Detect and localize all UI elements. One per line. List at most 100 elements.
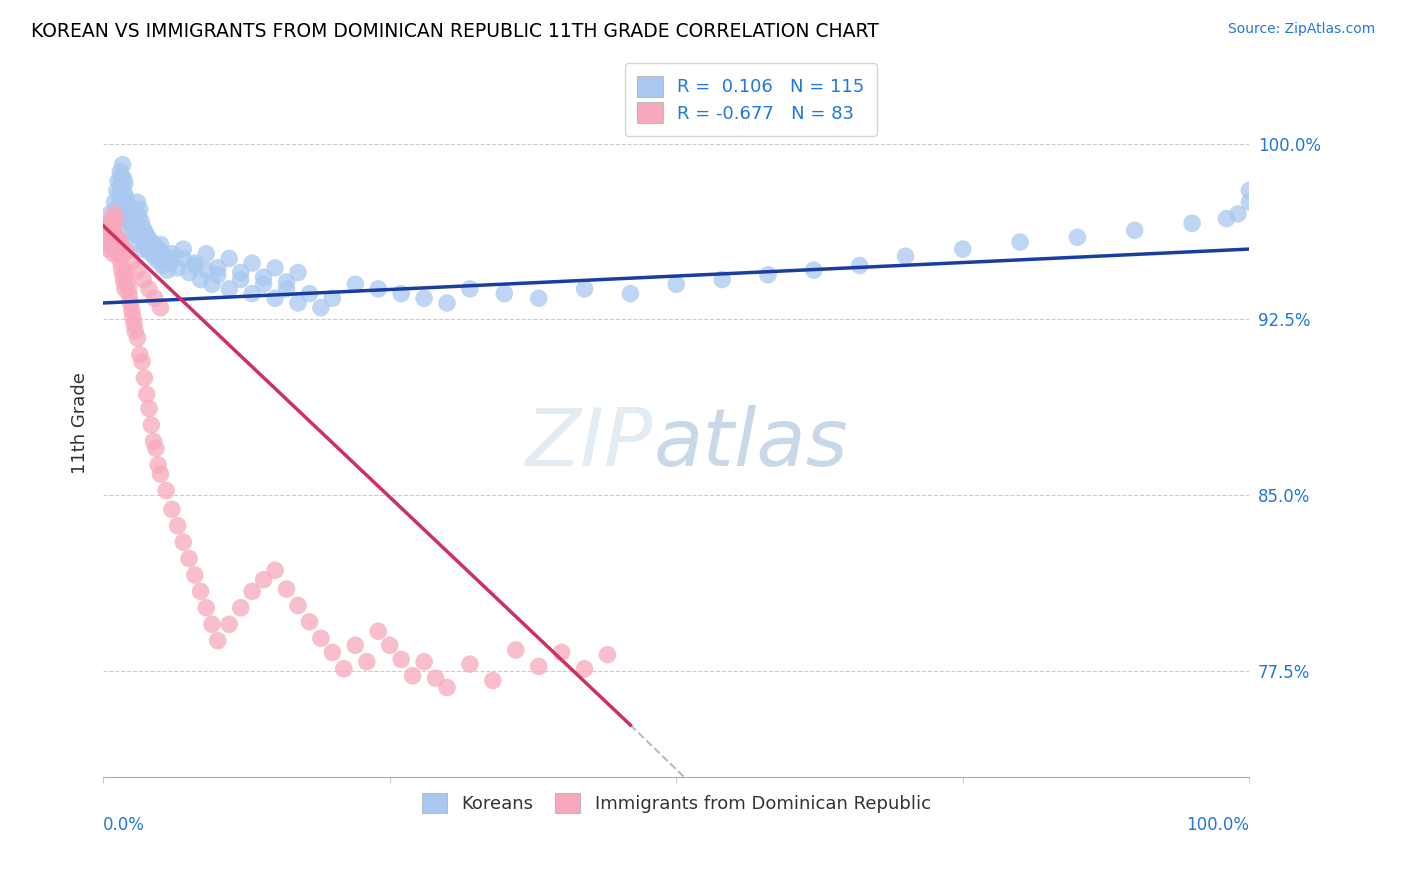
Point	[138, 401, 160, 416]
Point	[145, 240, 167, 254]
Point	[152, 259, 174, 273]
Point	[153, 252, 176, 266]
Point	[101, 226, 124, 240]
Point	[229, 266, 252, 280]
Point	[111, 158, 134, 172]
Point	[122, 310, 145, 324]
Point	[321, 645, 343, 659]
Point	[103, 235, 125, 249]
Point	[155, 483, 177, 498]
Point	[298, 286, 321, 301]
Point	[125, 216, 148, 230]
Point	[142, 249, 165, 263]
Point	[619, 286, 641, 301]
Point	[160, 246, 183, 260]
Point	[115, 244, 138, 259]
Point	[132, 221, 155, 235]
Point	[894, 249, 917, 263]
Text: Source: ZipAtlas.com: Source: ZipAtlas.com	[1227, 22, 1375, 37]
Point	[309, 632, 332, 646]
Point	[172, 252, 194, 266]
Legend: Koreans, Immigrants from Dominican Republic: Koreans, Immigrants from Dominican Repub…	[415, 785, 938, 821]
Point	[127, 227, 149, 242]
Point	[127, 331, 149, 345]
Point	[1066, 230, 1088, 244]
Point	[149, 237, 172, 252]
Point	[149, 467, 172, 482]
Point	[367, 624, 389, 639]
Point	[110, 164, 132, 178]
Point	[98, 207, 121, 221]
Point	[276, 282, 298, 296]
Point	[97, 242, 120, 256]
Point	[309, 301, 332, 315]
Point	[218, 252, 240, 266]
Text: 0.0%: 0.0%	[103, 815, 145, 833]
Point	[1123, 223, 1146, 237]
Point	[108, 188, 131, 202]
Point	[240, 286, 263, 301]
Point	[240, 256, 263, 270]
Point	[264, 563, 287, 577]
Point	[124, 324, 146, 338]
Point	[458, 282, 481, 296]
Point	[665, 277, 688, 292]
Point	[218, 617, 240, 632]
Point	[344, 638, 367, 652]
Point	[413, 655, 436, 669]
Point	[229, 600, 252, 615]
Point	[141, 235, 163, 249]
Point	[122, 221, 145, 235]
Point	[389, 652, 412, 666]
Text: atlas: atlas	[654, 405, 848, 483]
Point	[120, 296, 142, 310]
Point	[1215, 211, 1237, 226]
Point	[149, 244, 172, 259]
Point	[574, 282, 596, 296]
Point	[98, 226, 121, 240]
Point	[166, 260, 188, 275]
Point	[134, 371, 156, 385]
Point	[184, 568, 207, 582]
Point	[100, 219, 122, 233]
Point	[112, 275, 135, 289]
Point	[110, 260, 132, 275]
Point	[121, 303, 143, 318]
Point	[127, 263, 149, 277]
Point	[104, 195, 127, 210]
Point	[108, 246, 131, 260]
Point	[101, 219, 124, 233]
Point	[110, 233, 132, 247]
Point	[115, 190, 138, 204]
Point	[1239, 184, 1261, 198]
Point	[97, 237, 120, 252]
Point	[115, 275, 138, 289]
Point	[159, 256, 181, 270]
Point	[128, 348, 150, 362]
Point	[138, 282, 160, 296]
Point	[104, 211, 127, 226]
Point	[367, 282, 389, 296]
Point	[190, 584, 212, 599]
Point	[138, 233, 160, 247]
Point	[160, 502, 183, 516]
Point	[276, 582, 298, 596]
Point	[1239, 195, 1261, 210]
Text: ZIP: ZIP	[526, 405, 654, 483]
Point	[574, 662, 596, 676]
Point	[97, 219, 120, 233]
Point	[149, 301, 172, 315]
Point	[146, 253, 169, 268]
Point	[177, 266, 200, 280]
Point	[1226, 207, 1249, 221]
Point	[1181, 216, 1204, 230]
Point	[107, 174, 129, 188]
Point	[389, 286, 412, 301]
Text: 100.0%: 100.0%	[1187, 815, 1250, 833]
Point	[298, 615, 321, 629]
Text: KOREAN VS IMMIGRANTS FROM DOMINICAN REPUBLIC 11TH GRADE CORRELATION CHART: KOREAN VS IMMIGRANTS FROM DOMINICAN REPU…	[31, 22, 879, 41]
Point	[195, 263, 218, 277]
Point	[201, 617, 224, 632]
Point	[121, 253, 143, 268]
Point	[110, 178, 132, 193]
